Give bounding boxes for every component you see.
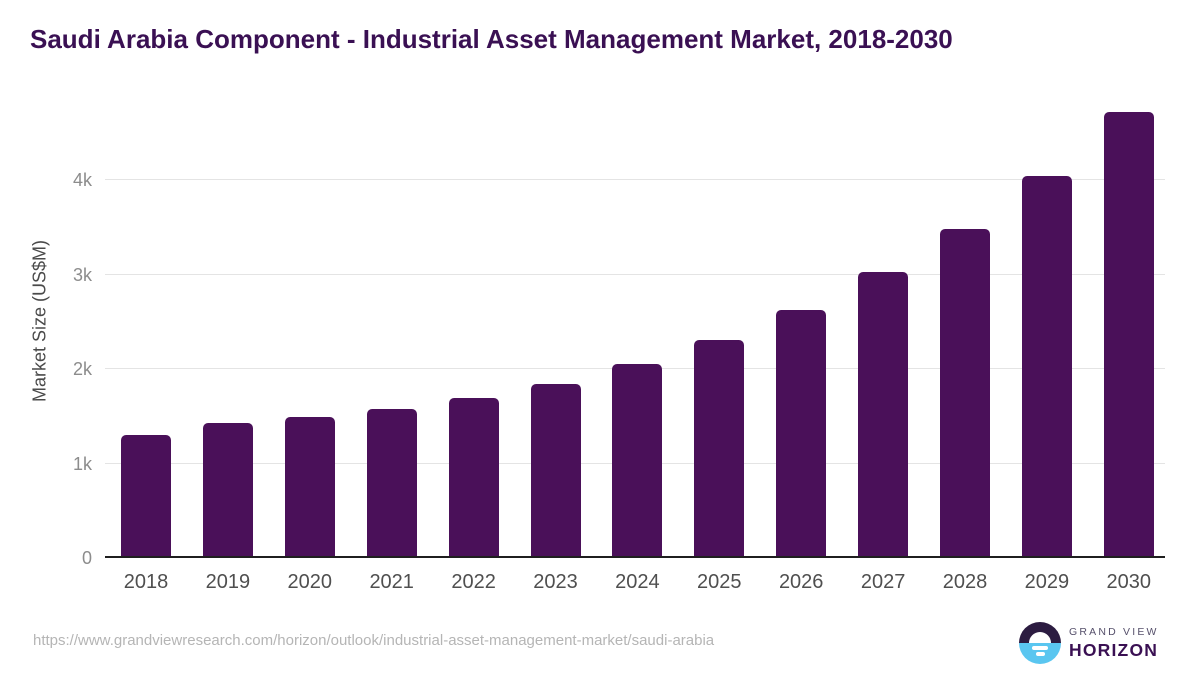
y-tick-label-1k: 1k: [72, 453, 92, 474]
grand-view-horizon-logo: GRAND VIEW HORIZON: [1019, 622, 1159, 664]
chart-title: Saudi Arabia Component - Industrial Asse…: [30, 24, 953, 54]
reflection-line-2: [1035, 652, 1045, 656]
bar-2027[interactable]: [858, 271, 909, 558]
bar-2029[interactable]: [1021, 175, 1072, 558]
x-tick-label-2020: 2020: [287, 571, 333, 593]
footer: https://www.grandviewresearch.com/horizo…: [0, 610, 1200, 675]
bar-2022[interactable]: [448, 398, 499, 558]
bar-2018[interactable]: [121, 435, 171, 558]
x-tick-label-2027: 2027: [860, 571, 906, 593]
x-tick-label-2024: 2024: [615, 571, 660, 593]
logo-grand-view-label: GRAND VIEW: [1069, 625, 1159, 638]
y-tick-label-4k: 4k: [72, 170, 92, 191]
y-tick-label-2k: 2k: [72, 359, 92, 380]
reflection-line-1: [1032, 646, 1048, 650]
source-url: https://www.grandviewresearch.com/horizo…: [33, 632, 715, 649]
bar-2024[interactable]: [612, 363, 663, 558]
gridline-3k: [105, 273, 1165, 275]
y-tick-label-3k: 3k: [72, 264, 92, 285]
bar-2025[interactable]: [694, 339, 745, 558]
x-tick-label-2018: 2018: [123, 571, 169, 593]
y-tick-label-0: 0: [81, 548, 92, 568]
y-axis-ticks: 0 1k 2k 3k 4k: [0, 90, 92, 568]
bar-2030[interactable]: [1103, 111, 1154, 558]
bar-2020[interactable]: [284, 417, 335, 558]
sunrise-logo-icon: [1019, 622, 1061, 664]
x-tick-label-2019: 2019: [205, 571, 251, 593]
x-axis-line: [105, 556, 1165, 558]
x-tick-label-2022: 2022: [451, 571, 496, 593]
bar-2021[interactable]: [366, 409, 417, 558]
bar-2028[interactable]: [940, 228, 990, 558]
gridline-4k: [105, 179, 1165, 181]
logo-horizon-label: HORIZON: [1069, 639, 1159, 660]
bar-2026[interactable]: [776, 309, 827, 558]
x-tick-label-2030: 2030: [1106, 571, 1152, 593]
plot-area: [105, 90, 1165, 558]
bar-2019[interactable]: [202, 423, 253, 558]
bar-2023[interactable]: [530, 384, 581, 558]
x-tick-label-2023: 2023: [533, 571, 578, 593]
x-tick-label-2025: 2025: [697, 571, 742, 593]
x-tick-label-2028: 2028: [942, 571, 988, 593]
sun-shape: [1029, 632, 1051, 643]
logo-text: GRAND VIEW HORIZON: [1069, 626, 1159, 661]
x-tick-label-2029: 2029: [1024, 571, 1070, 593]
x-axis-labels: 2018 2019 2020 2021 2022 2023 2024 2025 2026 2027…: [105, 570, 1165, 596]
x-tick-label-2021: 2021: [369, 571, 414, 593]
x-tick-label-2026: 2026: [778, 571, 824, 593]
